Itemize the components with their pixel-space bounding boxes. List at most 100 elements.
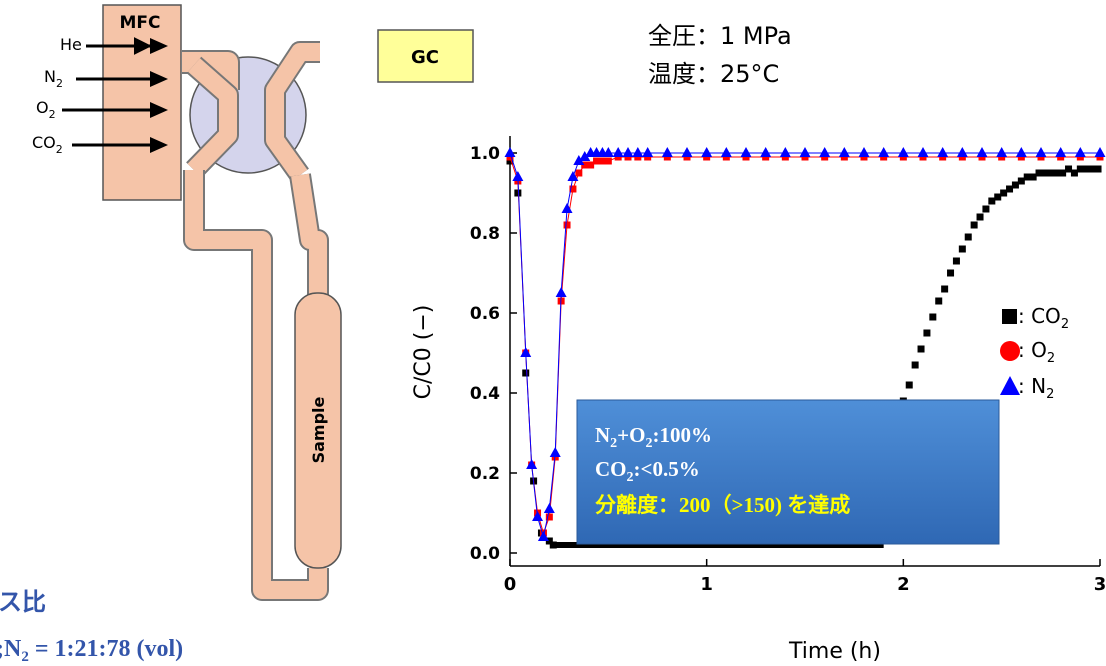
- data-point-co2: [917, 345, 925, 353]
- gas-ratio-line: ;N2 = 1:21:78 (vol): [0, 636, 183, 665]
- data-point-co2: [964, 233, 972, 241]
- data-point-n2: [622, 147, 634, 157]
- legend-label-n2: : N2: [1018, 374, 1054, 402]
- data-point-co2: [1047, 169, 1055, 177]
- data-point-co2: [1017, 177, 1025, 185]
- chart-breakthrough: 0.0 0.2 0.4 0.6 0.8 1.0 0 1 2 3 Time (h) C/C0 (−): …: [411, 136, 1106, 664]
- data-point-n2: [1015, 147, 1027, 157]
- data-point-co2: [905, 381, 913, 389]
- data-point-n2: [799, 147, 811, 157]
- data-point-co2: [549, 541, 557, 549]
- data-point-n2: [543, 503, 555, 513]
- data-point-co2: [988, 197, 996, 205]
- data-point-o2: [593, 157, 601, 165]
- data-point-n2: [512, 171, 524, 181]
- data-point-n2: [1074, 147, 1086, 157]
- data-point-co2: [1070, 169, 1078, 177]
- data-point-n2: [760, 147, 772, 157]
- y-tick-label: 0.8: [470, 224, 500, 244]
- gas-label-n2: N2: [44, 67, 63, 90]
- data-point-co2: [976, 213, 984, 221]
- data-point-n2: [878, 147, 890, 157]
- legend-marker-n2: [1000, 376, 1020, 395]
- data-point-co2: [545, 537, 553, 545]
- data-point-n2: [579, 151, 591, 161]
- y-tick-label: 0.6: [470, 304, 500, 324]
- data-point-n2: [537, 531, 549, 541]
- data-point-o2: [587, 161, 595, 169]
- gas-inlets: He N2 O2 CO2: [32, 35, 168, 156]
- data-point-o2: [581, 161, 589, 169]
- data-point-n2: [1094, 147, 1106, 157]
- data-point-co2: [994, 193, 1002, 201]
- data-point-n2: [504, 147, 516, 157]
- y-tick-label: 0.0: [470, 544, 500, 564]
- legend: : CO2 : O2 : N2: [1000, 304, 1069, 402]
- data-point-o2: [604, 157, 612, 165]
- y-tick-label: 0.2: [470, 464, 500, 484]
- temperature-label: 温度：25°C: [648, 60, 779, 88]
- data-point-co2: [522, 369, 530, 377]
- mfc-box: [102, 4, 182, 201]
- data-point-o2: [598, 157, 606, 165]
- inlet-arrow-head-icon: [150, 137, 168, 153]
- data-point-n2: [996, 147, 1008, 157]
- data-point-co2: [929, 313, 937, 321]
- data-point-n2: [740, 147, 752, 157]
- inlet-arrow-head-icon: [150, 38, 168, 54]
- data-point-co2: [1029, 173, 1037, 181]
- data-point-n2: [555, 287, 567, 297]
- data-point-n2: [937, 147, 949, 157]
- data-point-co2: [506, 157, 514, 165]
- result-box-bg: [576, 399, 1000, 545]
- x-tick-label: 1: [700, 574, 713, 595]
- gas-label-he: He: [60, 35, 82, 54]
- data-point-n2: [858, 147, 870, 157]
- data-point-n2: [701, 147, 713, 157]
- data-point-n2: [526, 459, 538, 469]
- gas-label-o2: O2: [36, 98, 56, 121]
- data-point-n2: [642, 147, 654, 157]
- data-point-co2: [952, 257, 960, 265]
- data-point-n2: [917, 147, 929, 157]
- apparatus-diagram: MFC He N2 O2 CO2 GC Sample: [32, 4, 474, 601]
- legend-marker-o2: [1000, 341, 1020, 361]
- data-point-co2: [982, 205, 990, 213]
- x-tick-label: 2: [897, 574, 910, 595]
- data-point-n2: [573, 155, 585, 165]
- data-point-n2: [602, 147, 614, 157]
- y-axis-title: C/C0 (−): [411, 305, 436, 400]
- pressure-label: 全圧：1 MPa: [648, 22, 792, 50]
- data-point-co2: [947, 269, 955, 277]
- data-point-n2: [561, 203, 573, 213]
- data-point-co2: [1023, 173, 1031, 181]
- data-point-n2: [1035, 147, 1047, 157]
- y-tick-label: 1.0: [470, 144, 500, 164]
- data-point-co2: [1076, 165, 1084, 173]
- data-point-co2: [1094, 165, 1102, 173]
- data-point-co2: [514, 189, 522, 197]
- legend-label-co2: : CO2: [1018, 304, 1069, 332]
- data-point-co2: [1011, 181, 1019, 189]
- data-point-co2: [1053, 169, 1061, 177]
- co2-baseline-bar: [553, 542, 884, 548]
- data-point-n2: [956, 147, 968, 157]
- x-tick-label: 3: [1094, 574, 1106, 595]
- tubing: [182, 41, 329, 601]
- data-point-co2: [923, 329, 931, 337]
- legend-label-o2: : O2: [1018, 338, 1055, 366]
- data-point-co2: [1006, 185, 1014, 193]
- data-point-co2: [935, 297, 943, 305]
- mfc-label: MFC: [119, 13, 160, 33]
- data-point-co2: [1035, 169, 1043, 177]
- gc-box: [377, 29, 474, 83]
- data-point-n2: [567, 171, 579, 181]
- data-point-n2: [720, 147, 732, 157]
- legend-marker-co2: [1002, 309, 1017, 324]
- data-point-n2: [612, 147, 624, 157]
- data-point-co2: [958, 245, 966, 253]
- gas-label-co2: CO2: [32, 133, 63, 156]
- data-point-co2: [911, 361, 919, 369]
- data-point-co2: [941, 285, 949, 293]
- data-point-n2: [838, 147, 850, 157]
